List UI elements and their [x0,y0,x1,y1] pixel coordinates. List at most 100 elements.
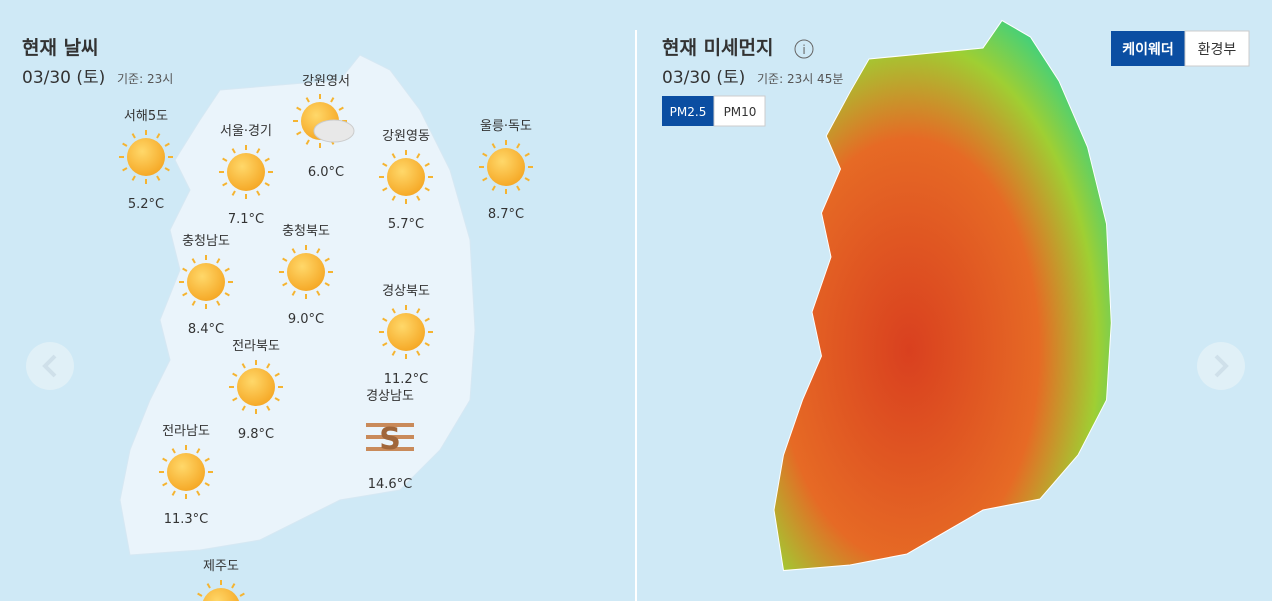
next-arrow [1214,354,1229,378]
sun-ray [171,490,176,496]
region-temp: 11.3°C [164,512,209,527]
region-temp: 8.4°C [188,322,224,337]
next-button[interactable] [1197,342,1245,390]
sun-ray [324,257,330,262]
sun-ray [197,592,203,597]
sun-ray [416,350,421,356]
sun-ray [256,148,261,154]
sun [127,138,165,176]
sun-ray [232,372,238,377]
tab[interactable] [713,95,766,127]
weather-date: 03/30 (토) [22,68,105,88]
region-temp: 11.2°C [384,372,429,387]
sun-ray [424,162,430,167]
sun-ray [231,148,236,154]
sun-ray [424,342,430,347]
sun-ray [291,290,296,296]
source-label[interactable]: 환경부 [1198,42,1237,58]
sun-ray [239,592,245,597]
sun-ray [274,372,280,377]
sun-ray [204,457,210,462]
sun-ray [291,248,296,254]
sun-ray [382,342,388,347]
sun-ray [196,448,201,454]
sun-ray [391,308,396,314]
sun-ray [222,182,228,187]
sun-ray [182,292,188,297]
sun [202,588,240,601]
sun-ray [416,308,421,314]
sun [237,368,275,406]
sun-ray [231,583,236,589]
sun-ray [391,153,396,159]
sun-ray [122,142,128,147]
source-active[interactable] [1111,31,1185,66]
sun-ray [162,482,168,487]
sun-ray [305,139,310,145]
sun-ray [131,175,136,181]
region-name: 경상북도 [382,284,430,299]
sun-ray [171,448,176,454]
region-temp: 7.1°C [228,212,264,227]
sun-ray [162,457,168,462]
sun-ray [324,282,330,287]
sun-ray [264,182,270,187]
sun-ray [182,267,188,272]
region-temp: 5.7°C [388,217,424,232]
sun [227,153,265,191]
region-name: 경상남도 [366,389,414,404]
sun-ray [424,187,430,192]
sun-ray [282,282,288,287]
region-temp: 14.6°C [368,477,413,492]
prev-button[interactable] [26,342,74,390]
sun-ray [122,167,128,172]
sun-ray [330,97,335,103]
sun-ray [264,157,270,162]
sun-ray [164,167,170,172]
info-icon[interactable] [794,39,814,59]
tab-active[interactable] [662,96,714,126]
sun-ray [232,397,238,402]
sun-ray [196,490,201,496]
haze-bar [366,423,414,427]
info-glyph: i [802,43,805,57]
sun-ray [164,142,170,147]
sun-ray [224,267,230,272]
region-temp: 9.0°C [288,312,324,327]
sun-ray [241,405,246,411]
dust-basis: 기준: 23시 45분 [757,72,843,86]
sun-ray [416,195,421,201]
sun-ray [231,190,236,196]
weather-basis: 기준: 23시 [117,72,173,86]
prev-arrow [42,354,57,378]
tab-label[interactable]: PM2.5 [670,105,707,119]
haze-glyph: S [379,422,401,457]
sun-ray [382,162,388,167]
sun-ray [131,133,136,139]
sun-ray [482,177,488,182]
sun-ray [516,185,521,191]
sun [387,313,425,351]
sun-ray [204,482,210,487]
tab-label[interactable]: PM10 [724,105,757,119]
dust-date: 03/30 (토) [662,68,745,88]
sun-ray [266,363,271,369]
sun [287,253,325,291]
sun-ray [316,290,321,296]
sun-ray [156,133,161,139]
sun-ray [216,300,221,306]
sun-ray [382,317,388,322]
region-name: 전라북도 [232,339,280,354]
sun-ray [206,583,211,589]
sun-ray [491,143,496,149]
sun-ray [241,363,246,369]
source-label[interactable]: 케이웨더 [1122,41,1174,58]
sun-ray [516,143,521,149]
region-name: 강원영동 [382,129,430,144]
region-name: 충청북도 [282,224,330,239]
sun-ray [305,97,310,103]
sun-ray [191,258,196,264]
source[interactable] [1184,30,1250,67]
sun-ray [156,175,161,181]
